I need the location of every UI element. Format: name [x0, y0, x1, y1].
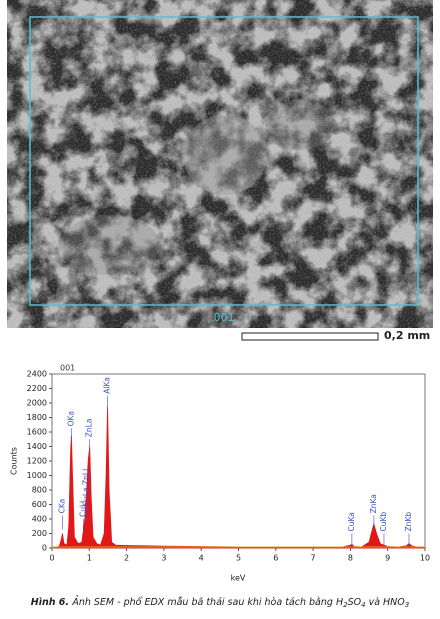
- x-tick-label: 4: [199, 554, 204, 563]
- x-tick-label: 8: [348, 554, 353, 563]
- x-tick-label: 2: [124, 554, 129, 563]
- caption-subscript: 3: [405, 601, 409, 609]
- caption-subscript: 2: [343, 601, 348, 609]
- x-tick-label: 6: [273, 554, 278, 563]
- y-tick-label: 0: [42, 544, 47, 553]
- y-tick-label: 800: [32, 486, 47, 495]
- y-tick-label: 600: [32, 500, 47, 509]
- y-tick-label: 1200: [27, 457, 47, 466]
- region-label: 001: [214, 311, 235, 324]
- caption-label: Hình 6.: [31, 597, 73, 608]
- sem-image: 001: [7, 0, 433, 328]
- peak-label: AlKa: [103, 377, 112, 394]
- caption-subscript: 4: [361, 601, 365, 609]
- y-tick-label: 1000: [27, 471, 47, 480]
- peak-label: CuKb: [379, 512, 388, 532]
- y-tick-label: 2400: [27, 370, 47, 379]
- caption: Hình 6. Ảnh SEM - phổ EDX mẫu bã thải sa…: [31, 596, 409, 610]
- x-tick-label: 1: [87, 554, 92, 563]
- peak-label: CuKa: [347, 512, 356, 531]
- x-axis-label: keV: [231, 574, 246, 583]
- x-tick-label: 0: [49, 554, 54, 563]
- y-tick-label: 400: [32, 515, 47, 524]
- peak-label: OKa: [66, 411, 75, 426]
- chart-title: 001: [60, 364, 75, 373]
- y-tick-label: 2200: [27, 384, 47, 393]
- spectrum-area: [54, 406, 426, 549]
- x-tick-label: 7: [311, 554, 316, 563]
- y-axis-label: Counts: [10, 447, 19, 475]
- peak-label: ZnLa: [85, 419, 94, 438]
- y-tick-label: 1400: [27, 442, 47, 451]
- peak-label: CuLa ZnLl: [82, 469, 91, 506]
- x-tick-label: 9: [385, 554, 390, 563]
- x-tick-label: 10: [420, 554, 430, 563]
- scale-bar: [241, 332, 379, 341]
- peak-label: ZnKa: [369, 494, 378, 513]
- scale-label: 0,2 mm: [384, 329, 430, 342]
- caption-text: SO: [348, 597, 362, 608]
- y-tick-label: 1600: [27, 428, 47, 437]
- peak-label: CuLl: [78, 501, 87, 517]
- y-tick-label: 2000: [27, 399, 47, 408]
- peak-label: CKa: [57, 499, 66, 514]
- caption-text: và HNO: [366, 597, 406, 608]
- x-tick-label: 3: [161, 554, 166, 563]
- peak-label: ZnKb: [404, 512, 413, 532]
- y-tick-label: 1800: [27, 413, 47, 422]
- caption-text: Ảnh SEM - phổ EDX mẫu bã thải sau khi hò…: [71, 596, 343, 608]
- x-tick-label: 5: [236, 554, 241, 563]
- y-tick-label: 200: [32, 529, 47, 538]
